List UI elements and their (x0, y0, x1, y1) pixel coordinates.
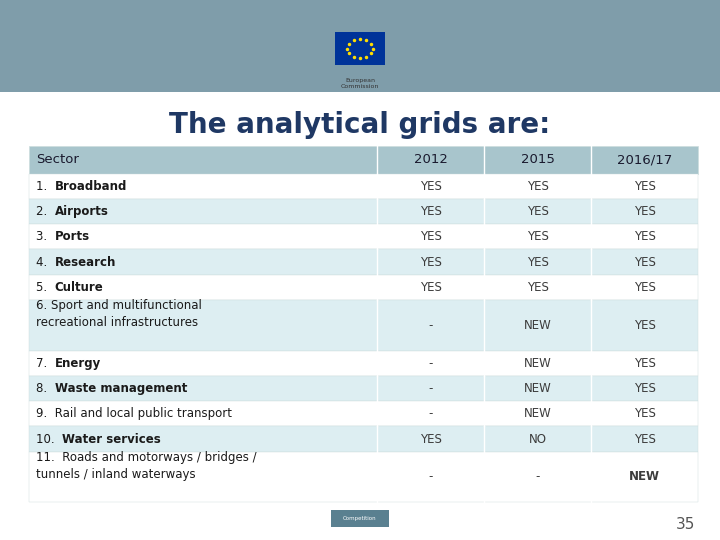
Text: YES: YES (527, 255, 549, 268)
Bar (29, 427, 698, 451)
Text: NEW: NEW (524, 382, 552, 395)
Bar (29, 275, 698, 300)
Bar (29, 376, 698, 401)
Text: YES: YES (634, 205, 656, 218)
Text: 6. Sport and multifunctional
recreational infrastructures: 6. Sport and multifunctional recreationa… (36, 299, 202, 329)
Bar (29, 146, 698, 173)
Text: NO: NO (528, 433, 546, 446)
Text: 1.: 1. (36, 180, 55, 193)
Text: European
Commission: European Commission (341, 78, 379, 89)
Text: Energy: Energy (55, 357, 101, 370)
Text: -: - (428, 470, 433, 483)
Text: -: - (428, 319, 433, 332)
Bar (29, 199, 698, 224)
Bar (29, 300, 698, 350)
Text: 4.: 4. (36, 255, 55, 268)
Text: YES: YES (634, 281, 656, 294)
Text: 35: 35 (675, 517, 695, 532)
Text: 2016/17: 2016/17 (617, 153, 672, 166)
Text: Sector: Sector (36, 153, 79, 166)
Text: 9.  Rail and local public transport: 9. Rail and local public transport (36, 407, 232, 420)
Text: -: - (428, 357, 433, 370)
Bar (29, 249, 698, 275)
Text: 11.  Roads and motorways / bridges /
tunnels / inland waterways: 11. Roads and motorways / bridges / tunn… (36, 451, 256, 481)
Text: NEW: NEW (524, 319, 552, 332)
Text: YES: YES (634, 255, 656, 268)
Text: NEW: NEW (524, 407, 552, 420)
Text: The analytical grids are:: The analytical grids are: (169, 111, 551, 139)
Text: YES: YES (527, 281, 549, 294)
Text: YES: YES (420, 205, 441, 218)
Text: -: - (536, 470, 540, 483)
Text: 2.: 2. (36, 205, 55, 218)
Text: Broadband: Broadband (55, 180, 127, 193)
Text: Airports: Airports (55, 205, 109, 218)
Text: YES: YES (634, 382, 656, 395)
Bar (29, 173, 698, 199)
Text: 2015: 2015 (521, 153, 554, 166)
Text: YES: YES (527, 180, 549, 193)
Text: Research: Research (55, 255, 116, 268)
Bar (0, 0, 720, 92)
Text: YES: YES (634, 180, 656, 193)
Text: -: - (428, 382, 433, 395)
Bar (29, 224, 698, 249)
Text: YES: YES (420, 281, 441, 294)
Text: YES: YES (634, 407, 656, 420)
Bar (29, 451, 698, 502)
Text: YES: YES (527, 205, 549, 218)
Text: Water services: Water services (62, 433, 161, 446)
Text: 5.: 5. (36, 281, 55, 294)
Text: YES: YES (634, 230, 656, 244)
Text: 2012: 2012 (413, 153, 448, 166)
Bar (335, 32, 385, 65)
Text: Waste management: Waste management (55, 382, 187, 395)
Text: YES: YES (420, 433, 441, 446)
Text: NEW: NEW (629, 470, 660, 483)
Text: 8.: 8. (36, 382, 55, 395)
Text: NEW: NEW (524, 357, 552, 370)
Bar (331, 510, 389, 526)
Text: -: - (428, 407, 433, 420)
Text: YES: YES (634, 433, 656, 446)
Text: YES: YES (420, 180, 441, 193)
Text: YES: YES (634, 319, 656, 332)
Text: Competition: Competition (343, 516, 377, 521)
Text: 3.: 3. (36, 230, 55, 244)
Text: YES: YES (527, 230, 549, 244)
Text: YES: YES (420, 255, 441, 268)
Text: 7.: 7. (36, 357, 55, 370)
Text: Ports: Ports (55, 230, 90, 244)
Text: YES: YES (420, 230, 441, 244)
Bar (29, 401, 698, 427)
Text: 10.: 10. (36, 433, 62, 446)
Bar (29, 350, 698, 376)
Text: YES: YES (634, 357, 656, 370)
Text: Culture: Culture (55, 281, 104, 294)
